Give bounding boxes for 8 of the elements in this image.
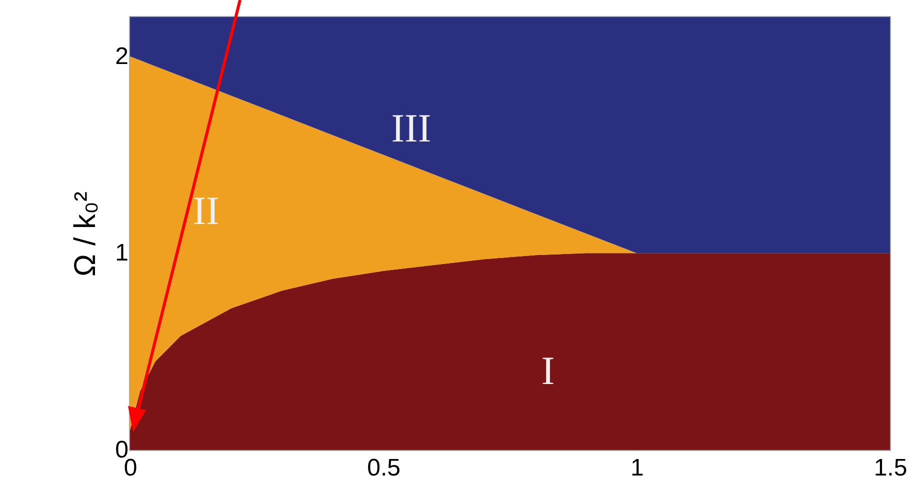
- annotation: II: [192, 188, 220, 233]
- annotation: III: [391, 106, 432, 151]
- y-tick-label: 2: [115, 42, 128, 70]
- y-axis-title: Ω / k₀²: [69, 192, 102, 276]
- x-tick-label: 1: [630, 454, 644, 482]
- x-tick-label: 1.5: [874, 454, 908, 482]
- x-tick-label: 0.5: [367, 454, 401, 482]
- y-tick-label: 1: [115, 240, 128, 267]
